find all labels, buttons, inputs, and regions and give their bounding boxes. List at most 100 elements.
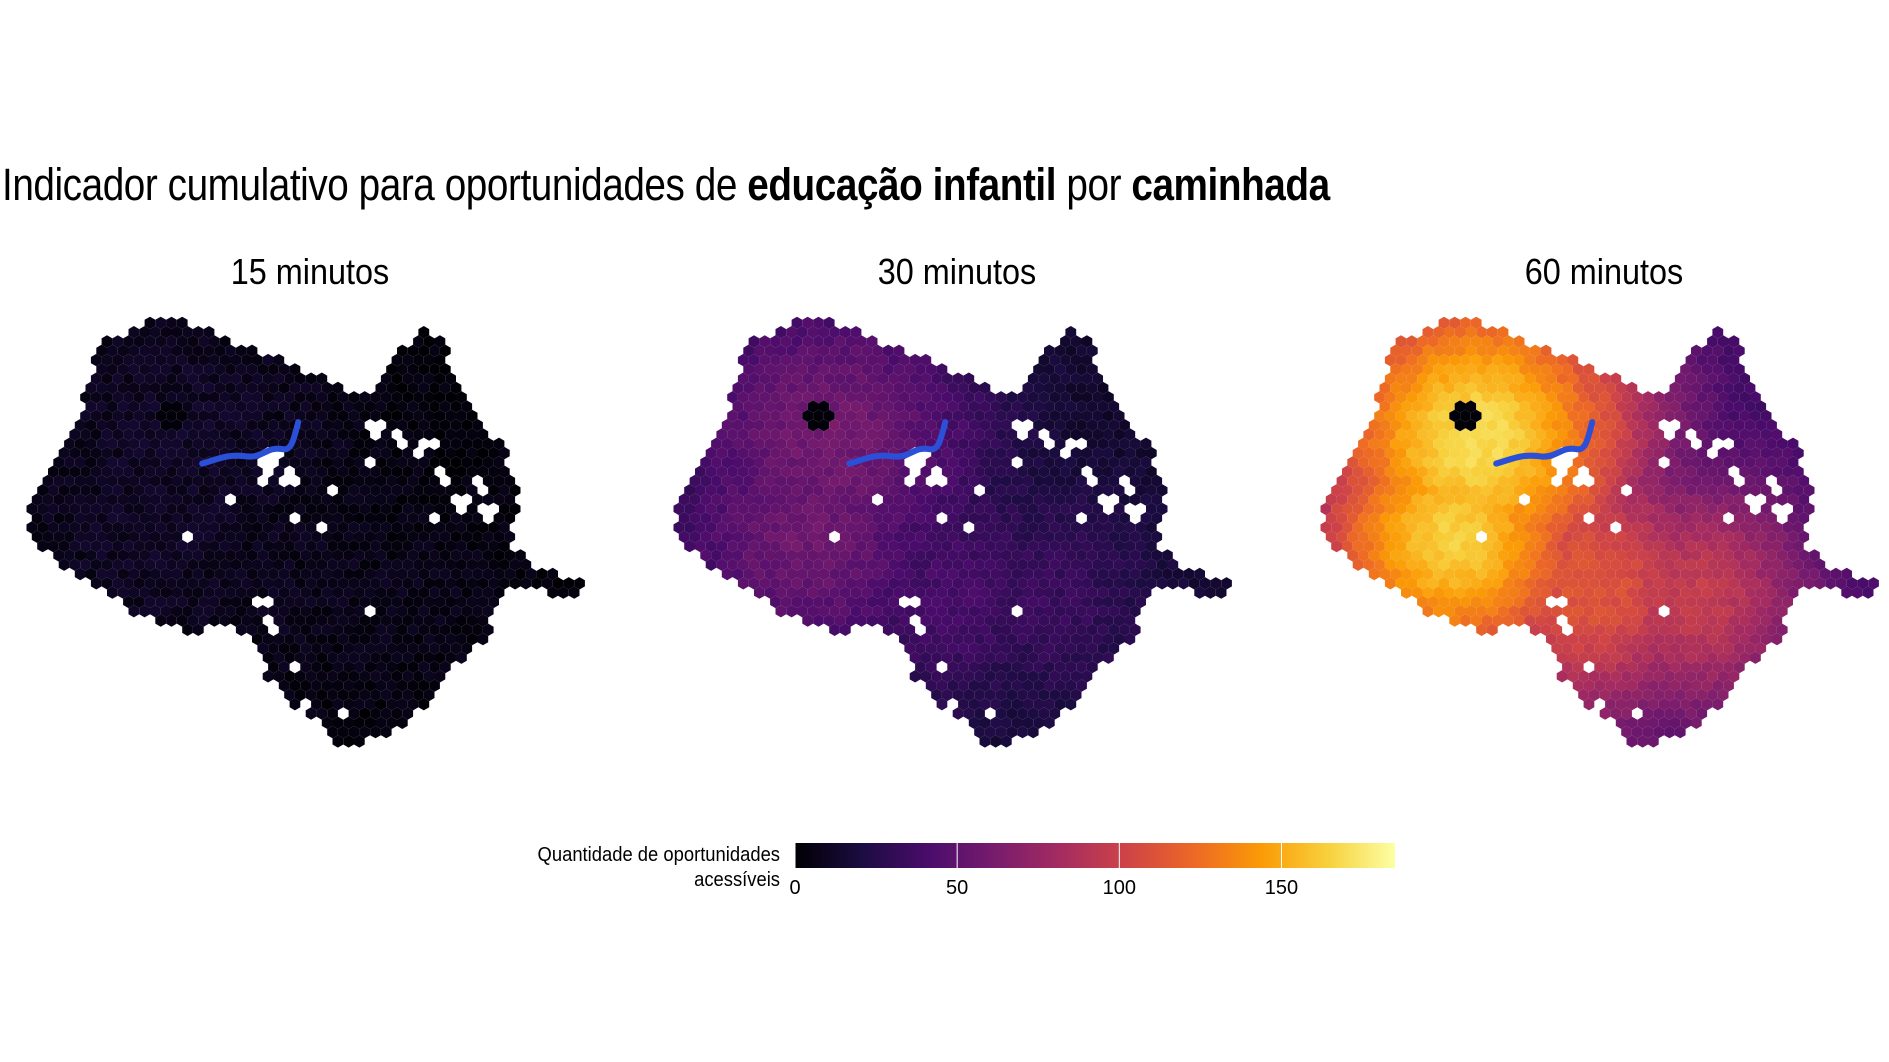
hex-cell	[1113, 446, 1125, 460]
hex-cell	[877, 465, 889, 478]
hex-cell	[963, 707, 975, 720]
hex-cell	[1599, 502, 1611, 516]
hex-cell	[1605, 400, 1616, 413]
hex-cell	[144, 391, 156, 404]
hex-cell	[477, 577, 489, 590]
hex-cell	[171, 530, 183, 543]
hex-cell	[1529, 530, 1541, 543]
hex-cell	[1044, 530, 1055, 543]
hex-cell	[1363, 558, 1375, 571]
hex-cell	[968, 623, 980, 636]
hex-cell	[1744, 530, 1756, 543]
hex-cell	[364, 549, 376, 562]
hex-cell	[311, 456, 322, 469]
hex-cell	[434, 521, 446, 534]
hex-cell	[354, 605, 365, 618]
hex-cell	[85, 549, 97, 562]
hex-cell	[807, 456, 819, 469]
hex-cell	[48, 465, 59, 478]
hex-cell	[834, 539, 846, 553]
hex-cell	[990, 493, 1001, 506]
hex-cell	[925, 419, 937, 432]
hex-cell	[1038, 353, 1050, 367]
hex-cell	[1081, 502, 1093, 516]
hex-cell	[1739, 539, 1750, 553]
hex-cell	[128, 419, 140, 432]
hex-cell	[904, 493, 916, 506]
panel-title-60: 60 minutos	[1524, 251, 1684, 292]
hex-cell	[407, 344, 419, 357]
hex-cell	[909, 670, 921, 683]
hex-cell	[1384, 353, 1396, 367]
hex-cell	[754, 344, 765, 357]
hex-cell	[1454, 493, 1466, 506]
hex-cell	[1427, 539, 1439, 553]
hex-cell	[182, 400, 193, 413]
hex-cell	[1070, 502, 1082, 516]
hex-cell	[1027, 521, 1039, 534]
hex-cell	[1449, 446, 1461, 460]
hex-cell	[1669, 586, 1681, 599]
hex-cell	[1044, 623, 1055, 636]
hex-cell	[380, 632, 392, 646]
hex-cell	[904, 512, 916, 525]
hex-cell	[748, 409, 760, 423]
hex-cell	[968, 716, 980, 729]
hex-cell	[466, 539, 478, 553]
hex-cell	[1417, 391, 1428, 404]
hex-cell	[1027, 632, 1039, 646]
hex-cell	[770, 595, 781, 609]
hex-cell	[823, 316, 835, 330]
hex-cell	[150, 549, 161, 562]
hex-cell	[1476, 474, 1487, 488]
hex-cell	[1631, 391, 1643, 404]
hex-cell	[1766, 549, 1777, 562]
hex-cell	[268, 474, 279, 488]
hex-cell	[48, 521, 59, 534]
hex-cell	[797, 437, 808, 450]
hex-cell	[58, 484, 70, 497]
hex-cell	[1664, 539, 1675, 553]
hex-cell	[321, 549, 333, 562]
hex-cell	[984, 614, 996, 627]
hex-cell	[968, 567, 980, 581]
hex-cell	[423, 688, 435, 702]
hex-cell	[1054, 493, 1066, 506]
hex-cell	[1787, 493, 1799, 506]
hex-cell	[246, 419, 258, 432]
hex-cell	[144, 577, 156, 590]
hex-cell	[1368, 419, 1380, 432]
hex-cell	[316, 502, 328, 516]
hex-cell	[504, 567, 516, 581]
hex-cell	[1444, 326, 1455, 339]
panel-title-15: 15 minutos	[230, 251, 390, 292]
hex-cell	[872, 344, 883, 357]
hex-cell	[1540, 363, 1552, 376]
hex-cell	[69, 521, 81, 534]
hex-cell	[1782, 558, 1793, 571]
hex-cell	[407, 586, 419, 599]
hex-cell	[1395, 484, 1407, 497]
hex-cell	[300, 660, 312, 674]
hex-cell	[1395, 372, 1407, 385]
hex-cell	[1129, 623, 1141, 636]
hex-cell	[1562, 530, 1573, 543]
hex-cell	[748, 577, 760, 590]
hex-cell	[1760, 446, 1772, 460]
hex-cell	[235, 623, 247, 636]
hex-cell	[941, 688, 953, 702]
hex-cell	[1081, 484, 1093, 497]
hex-cell	[952, 521, 964, 534]
hex-cell	[818, 344, 830, 357]
hex-cell	[380, 409, 392, 423]
hex-cell	[834, 409, 846, 423]
hex-cell	[182, 456, 193, 469]
hex-cell	[748, 335, 760, 348]
hex-cell	[192, 400, 204, 413]
hex-cell	[1787, 512, 1799, 525]
hex-cell	[375, 381, 387, 395]
hex-cell	[1060, 484, 1071, 497]
hex-cell	[402, 707, 414, 720]
hex-cell	[1374, 446, 1385, 460]
hex-cell	[834, 614, 846, 627]
